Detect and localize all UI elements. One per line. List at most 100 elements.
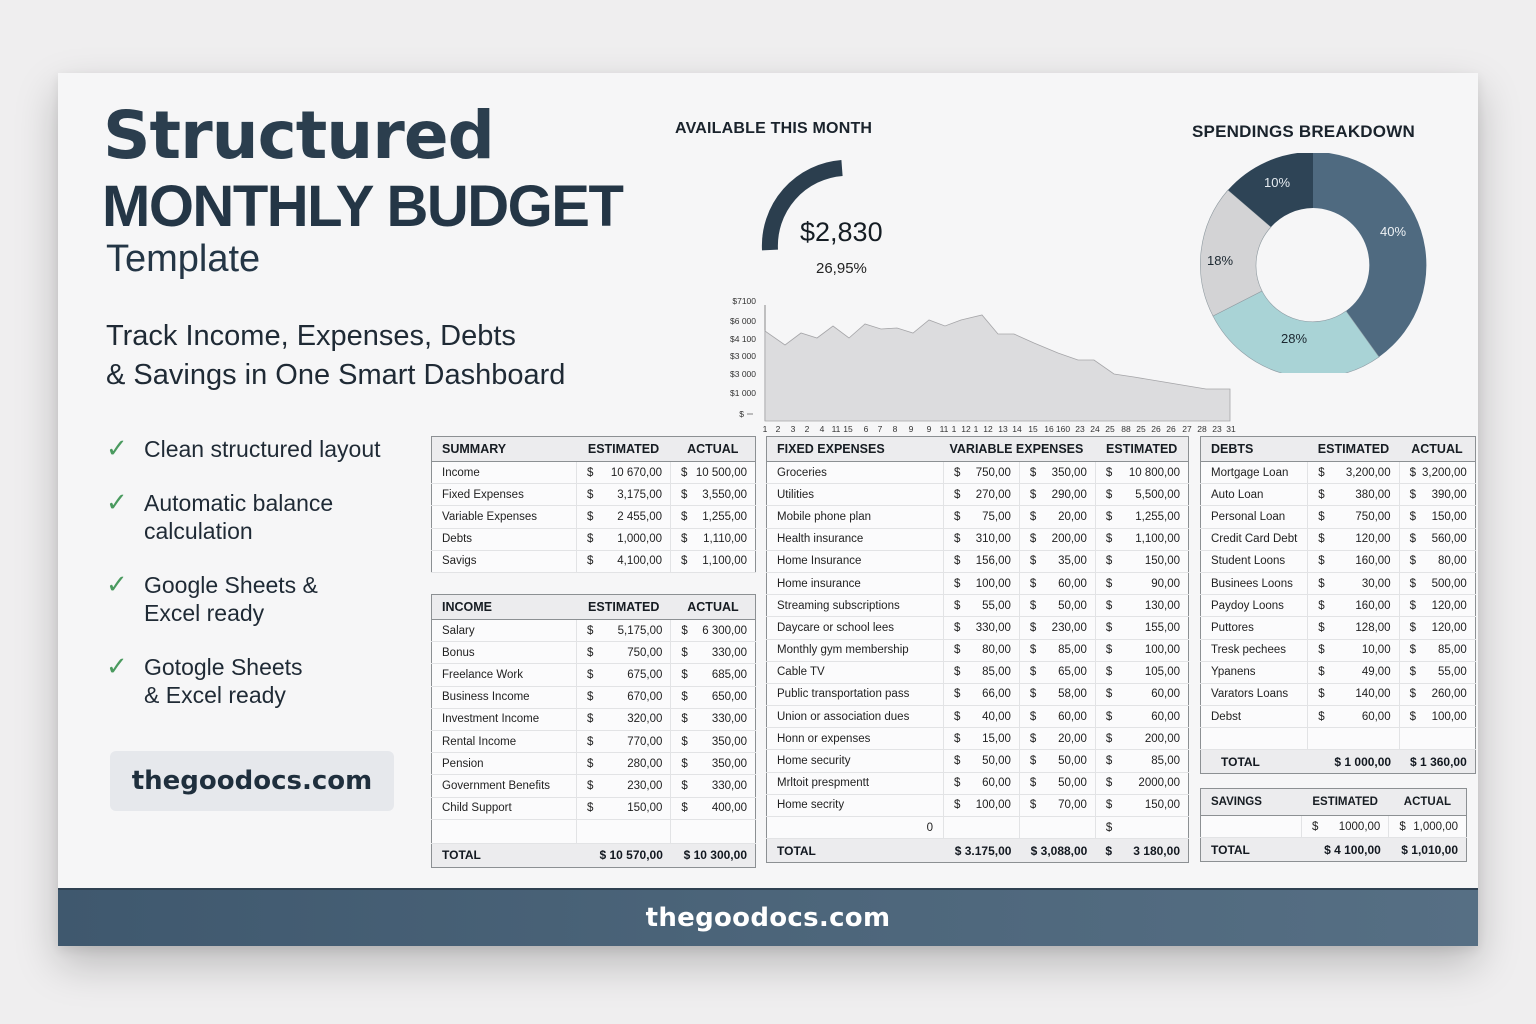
svg-text:2: 2: [805, 424, 810, 433]
col-header: SUMMARY: [431, 436, 577, 462]
table-row: Health insurance $310,00 $200,00 $1,100,00: [766, 528, 1189, 551]
svg-text:88: 88: [1121, 424, 1131, 433]
feature-text: Excel ready: [144, 600, 265, 626]
table-row: Puttores $128,00 $120,00: [1200, 616, 1476, 640]
table-row: Freelance Work $675,00 $685,00: [431, 663, 756, 687]
slice-label: 40%: [1380, 224, 1406, 239]
y-axis-labels: $7100 $6 000 $4 100 $3 000 $3 000 $1 000…: [730, 296, 756, 419]
col-header: ESTIMATED: [1301, 788, 1389, 816]
table-row: Home insurance $100,00 $60,00 $90,00: [766, 572, 1189, 596]
table-row: Government Benefits $230,00 $330,00: [431, 774, 756, 798]
area-series: [764, 314, 1231, 422]
svg-text:3: 3: [791, 424, 796, 433]
title-monthly-budget: MONTHLY BUDGET: [102, 174, 624, 239]
table-row: Child Support $150,00 $400,00: [431, 797, 756, 820]
feature-item: ✓ Google Sheets & Excel ready: [106, 571, 381, 627]
svg-text:16: 16: [1044, 424, 1054, 433]
svg-text:25: 25: [1105, 424, 1115, 433]
svg-text:11: 11: [832, 424, 841, 433]
brand-link[interactable]: thegoodocs.com: [131, 766, 373, 796]
table-row: Union or association dues $40,00 $60,00 $60…: [766, 705, 1189, 729]
y-tick: $4 100: [730, 334, 756, 344]
svg-text:24: 24: [1090, 424, 1100, 433]
svg-text:1: 1: [952, 424, 957, 433]
svg-text:1: 1: [763, 424, 768, 433]
summary-table: SUMMARY ESTIMATED ACTUAL Income $10 670,0…: [431, 436, 756, 573]
total-row: TOTAL $ 4 100,00 $ 1,010,00: [1200, 837, 1467, 862]
svg-text:23: 23: [1212, 424, 1222, 433]
check-icon: ✓: [106, 488, 128, 518]
table-row: Monthly gym membership $80,00 $85,00 $100,0…: [766, 639, 1189, 662]
total-row: TOTAL $ 3.175,00 $ 3,088,00 $ 3 180,00: [766, 838, 1189, 863]
savings-table: SAVINGS ESTIMATED ACTUAL $1000,00 $1,000,…: [1200, 788, 1467, 863]
y-tick: $1 000: [730, 388, 756, 398]
table-header: SUMMARY ESTIMATED ACTUAL: [431, 436, 756, 462]
table-row-empty: [431, 819, 756, 844]
title-structured: Structured: [103, 97, 495, 174]
slice-label: 18%: [1207, 253, 1233, 268]
dashboard-card: Structured MONTHLY BUDGET Template Track…: [58, 73, 1478, 946]
brand-link-box[interactable]: thegoodocs.com: [110, 751, 394, 811]
y-tick: $: [739, 409, 744, 419]
svg-text:1: 1: [974, 424, 979, 433]
col-header: VARIABLE EXPENSES: [943, 436, 1096, 462]
expenses-table: FIXED EXPENSES VARIABLE EXPENSES ESTIMAT…: [766, 436, 1189, 864]
footer-brand-link[interactable]: thegoodocs.com: [645, 903, 891, 933]
svg-text:12: 12: [961, 424, 971, 433]
spendings-donut-chart: 40% 28% 18% 10%: [1200, 153, 1427, 373]
table-row: Tresk pechees $10,00 $85,00: [1200, 639, 1476, 662]
table-row: Paydoy Loons $160,00 $120,00: [1200, 594, 1476, 618]
spendings-title: SPENDINGS BREAKDOWN: [1192, 122, 1415, 141]
svg-text:6: 6: [864, 424, 869, 433]
table-row-blank: 0 $: [766, 816, 1189, 840]
table-row: Streaming subscriptions $55,00 $50,00 $130,…: [766, 594, 1189, 618]
col-header: ACTUAL: [670, 594, 756, 620]
svg-text:23: 23: [1075, 424, 1085, 433]
svg-text:25: 25: [1136, 424, 1146, 433]
table-row: Home Insurance $156,00 $35,00 $150,00: [766, 550, 1189, 573]
col-header: DEBTS: [1200, 436, 1308, 462]
table-header: SAVINGS ESTIMATED ACTUAL: [1200, 788, 1467, 816]
slice-28: [1212, 290, 1380, 373]
table-row: Honn or expenses $15,00 $20,00 $200,00: [766, 727, 1189, 751]
income-table: INCOME ESTIMATED ACTUAL Salary $5,175,00 $…: [431, 594, 756, 868]
table-row: Variable Expenses $2 455,00 $1,255,00: [431, 505, 756, 529]
table-row: Mrltoit prespmentt $60,00 $50,00 $2000,00: [766, 772, 1189, 795]
svg-text:160: 160: [1056, 424, 1070, 433]
slice-label: 28%: [1281, 331, 1307, 346]
svg-text:26: 26: [1166, 424, 1176, 433]
feature-text: & Excel ready: [144, 682, 286, 708]
feature-item: ✓ Automatic balance calculation: [106, 489, 381, 545]
svg-text:8: 8: [893, 424, 898, 433]
svg-text:9: 9: [909, 424, 914, 433]
available-title: AVAILABLE THIS MONTH: [675, 120, 873, 137]
total-row: TOTAL $ 10 570,00 $ 10 300,00: [431, 842, 756, 868]
feature-item: ✓ Gotogle Sheets & Excel ready: [106, 653, 381, 709]
feature-text: calculation: [144, 518, 253, 544]
table-row: Debts $1,000,00 $1,110,00: [431, 528, 756, 551]
table-row: Salary $5,175,00 $6 300,00: [431, 619, 756, 643]
svg-text:26: 26: [1151, 424, 1161, 433]
y-tick: $6 000: [730, 316, 756, 326]
table-row: Daycare or school lees $330,00 $230,00 $155…: [766, 616, 1189, 640]
table-row: Pension $280,00 $350,00: [431, 752, 756, 776]
col-header: SAVINGS: [1200, 788, 1302, 816]
available-percent: 26,95%: [816, 260, 867, 277]
feature-item: ✓ Clean structured layout: [106, 435, 381, 463]
table-row: Income $10 670,00 $10 500,00: [431, 461, 756, 485]
svg-text:28: 28: [1197, 424, 1207, 433]
col-header: FIXED EXPENSES: [766, 436, 944, 462]
table-row: Mortgage Loan $3,200,00 $3,200,00: [1200, 461, 1476, 485]
y-tick: $3 000: [730, 369, 756, 379]
svg-text:4: 4: [820, 424, 825, 433]
tagline: Track Income, Expenses, Debts & Savings …: [106, 317, 565, 395]
gauge-arc: [761, 160, 843, 251]
table-row: Public transportation pass $66,00 $58,00 $6…: [766, 683, 1189, 707]
table-header: DEBTS ESTIMATED ACTUAL: [1200, 436, 1476, 462]
table-row: $1000,00 $1,000,00: [1200, 815, 1467, 839]
col-header: ACTUAL: [1399, 436, 1476, 462]
col-header: ESTIMATED: [1095, 436, 1189, 462]
balance-area-chart: $7100 $6 000 $4 100 $3 000 $3 000 $1 000…: [730, 296, 1236, 433]
feature-list: ✓ Clean structured layout ✓ Automatic ba…: [106, 435, 381, 727]
svg-text:13: 13: [998, 424, 1008, 433]
